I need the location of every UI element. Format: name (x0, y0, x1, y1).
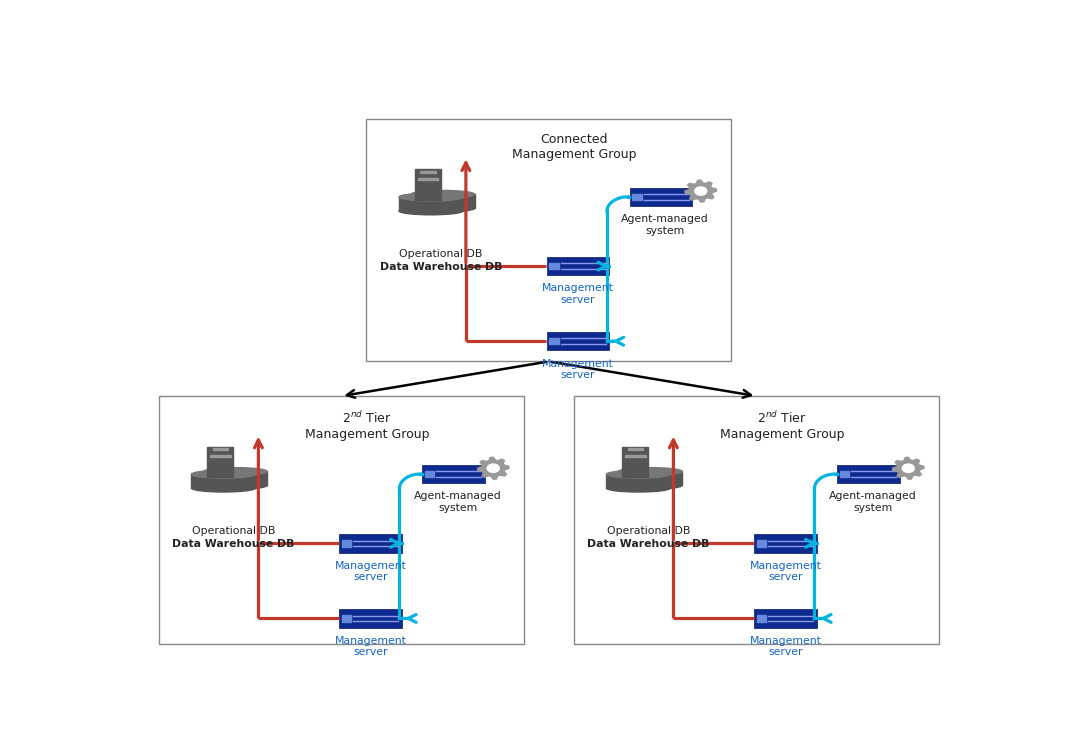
Text: Management
server: Management server (334, 636, 406, 657)
Polygon shape (892, 458, 924, 479)
Bar (420, 170, 436, 173)
Ellipse shape (606, 470, 670, 478)
Bar (625, 454, 646, 458)
Bar (757, 540, 766, 547)
Circle shape (695, 187, 707, 195)
Ellipse shape (399, 207, 463, 214)
Bar (210, 454, 230, 458)
Bar (606, 474, 670, 488)
Bar (628, 448, 644, 450)
Bar (840, 471, 849, 477)
Ellipse shape (192, 484, 255, 492)
Ellipse shape (192, 470, 255, 478)
Text: Management
server: Management server (542, 284, 614, 305)
Polygon shape (685, 180, 716, 202)
Bar (754, 609, 816, 628)
Ellipse shape (203, 467, 267, 476)
Bar (838, 465, 900, 483)
Bar (618, 472, 682, 485)
Text: Operational DB: Operational DB (399, 249, 483, 259)
Bar (418, 178, 438, 180)
Ellipse shape (606, 484, 670, 492)
Bar (213, 448, 228, 450)
Bar (425, 471, 434, 477)
Bar (208, 446, 233, 477)
Bar (340, 534, 402, 553)
Text: Operational DB: Operational DB (192, 526, 275, 536)
Bar (630, 188, 692, 206)
Text: Management
server: Management server (750, 561, 821, 582)
Bar (366, 118, 731, 362)
Bar (754, 534, 816, 553)
Bar (632, 194, 642, 200)
Bar (399, 197, 463, 211)
Ellipse shape (203, 482, 267, 489)
Bar (757, 615, 766, 622)
Bar (547, 257, 609, 275)
Bar (342, 615, 351, 622)
Bar (422, 465, 484, 483)
Text: Management
server: Management server (542, 358, 614, 380)
Polygon shape (478, 458, 509, 479)
Bar (192, 474, 255, 488)
Ellipse shape (399, 194, 463, 201)
Text: $2^{nd}$ Tier
Management Group: $2^{nd}$ Tier Management Group (720, 410, 844, 442)
Bar (203, 472, 267, 485)
Text: Operational DB: Operational DB (607, 526, 690, 536)
Ellipse shape (618, 482, 682, 489)
Text: Data Warehouse DB: Data Warehouse DB (172, 539, 295, 549)
Text: Agent-managed
system: Agent-managed system (413, 491, 501, 513)
Bar (340, 609, 402, 628)
Text: Management
server: Management server (334, 561, 406, 582)
Text: Agent-managed
system: Agent-managed system (621, 214, 709, 236)
Bar (574, 396, 939, 644)
Bar (411, 194, 474, 208)
Bar (549, 263, 559, 269)
Bar (622, 446, 648, 477)
Bar (159, 396, 524, 644)
Text: Data Warehouse DB: Data Warehouse DB (380, 262, 502, 272)
Text: Agent-managed
system: Agent-managed system (829, 491, 917, 513)
Text: Data Warehouse DB: Data Warehouse DB (587, 539, 710, 549)
Bar (549, 338, 559, 344)
Ellipse shape (411, 190, 474, 198)
Text: Connected
Management Group: Connected Management Group (512, 134, 636, 161)
Bar (547, 332, 609, 350)
Ellipse shape (411, 204, 474, 212)
Circle shape (487, 464, 499, 472)
Circle shape (902, 464, 915, 472)
Bar (414, 170, 441, 200)
Bar (342, 540, 351, 547)
Ellipse shape (618, 467, 682, 476)
Text: Management
server: Management server (750, 636, 821, 657)
Text: $2^{nd}$ Tier
Management Group: $2^{nd}$ Tier Management Group (304, 410, 429, 442)
